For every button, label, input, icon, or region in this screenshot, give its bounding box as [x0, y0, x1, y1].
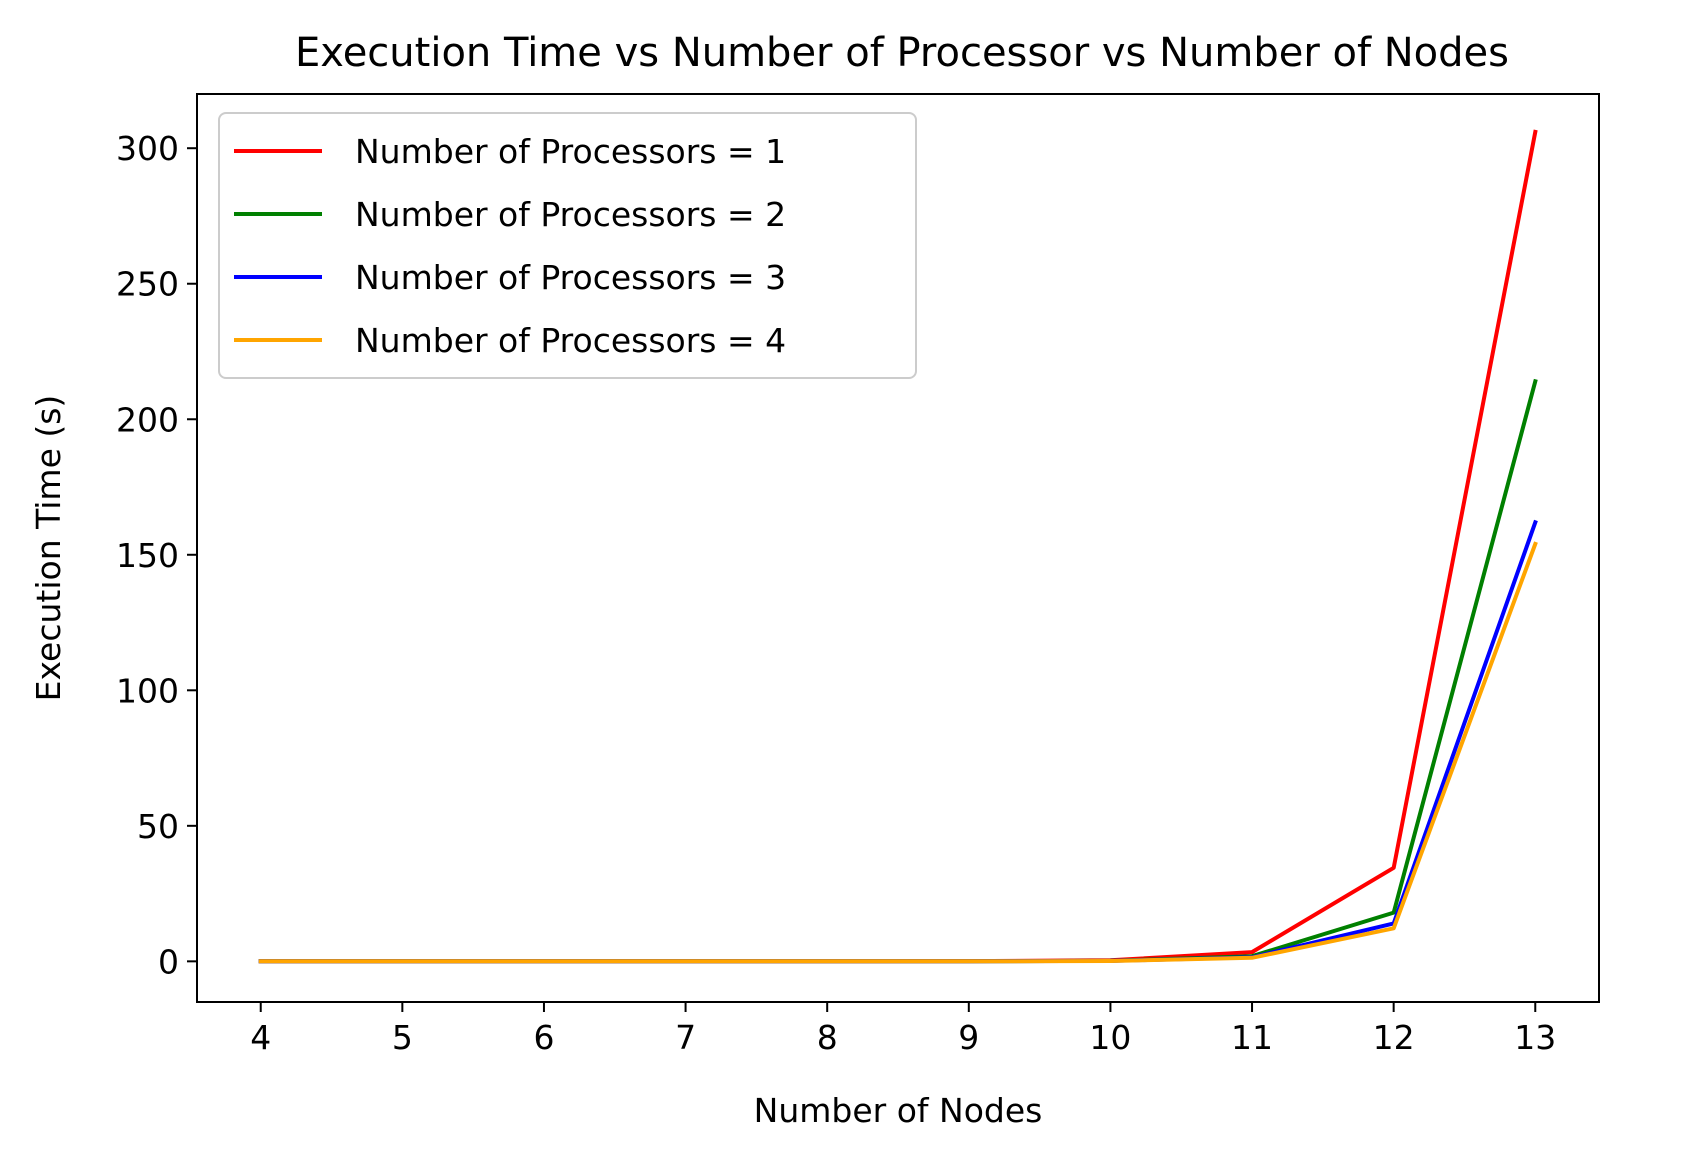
x-tick-label: 11: [1231, 1018, 1273, 1057]
legend: Number of Processors = 1 Number of Proces…: [218, 112, 917, 379]
x-tick-label: 9: [958, 1018, 979, 1057]
x-axis: 4 5 6 7 8 9 10 11 12 13: [250, 1002, 1556, 1057]
series-line-4: [258, 541, 1538, 964]
x-tick-label: 5: [392, 1018, 413, 1057]
plot-lines: [258, 129, 1538, 964]
legend-label-2: Number of Processors = 2: [355, 195, 786, 234]
y-tick-label: 250: [116, 265, 179, 304]
x-tick-label: 6: [533, 1018, 554, 1057]
legend-label-4: Number of Processors = 4: [355, 321, 786, 360]
chart-title: Execution Time vs Number of Processor vs…: [295, 30, 1509, 76]
legend-box: [218, 112, 917, 379]
legend-label-1: Number of Processors = 1: [355, 132, 786, 171]
x-tick-label: 13: [1514, 1018, 1556, 1057]
y-axis: 0 50 100 150 200 250 300: [116, 129, 197, 981]
y-tick-label: 300: [116, 129, 179, 168]
x-tick-label: 12: [1373, 1018, 1415, 1057]
y-tick-label: 200: [116, 400, 179, 439]
x-tick-label: 8: [817, 1018, 838, 1057]
y-tick-label: 100: [116, 671, 179, 710]
y-tick-label: 50: [137, 807, 179, 846]
x-axis-label: Number of Nodes: [754, 1091, 1043, 1130]
legend-label-3: Number of Processors = 3: [355, 258, 786, 297]
x-tick-label: 4: [250, 1018, 271, 1057]
y-tick-label: 150: [116, 536, 179, 575]
axes-frame: [196, 93, 1600, 1003]
y-tick-label: 0: [158, 942, 179, 981]
x-tick-label: 7: [675, 1018, 696, 1057]
x-tick-label: 10: [1089, 1018, 1131, 1057]
y-axis-label: Execution Time (s): [29, 395, 68, 702]
